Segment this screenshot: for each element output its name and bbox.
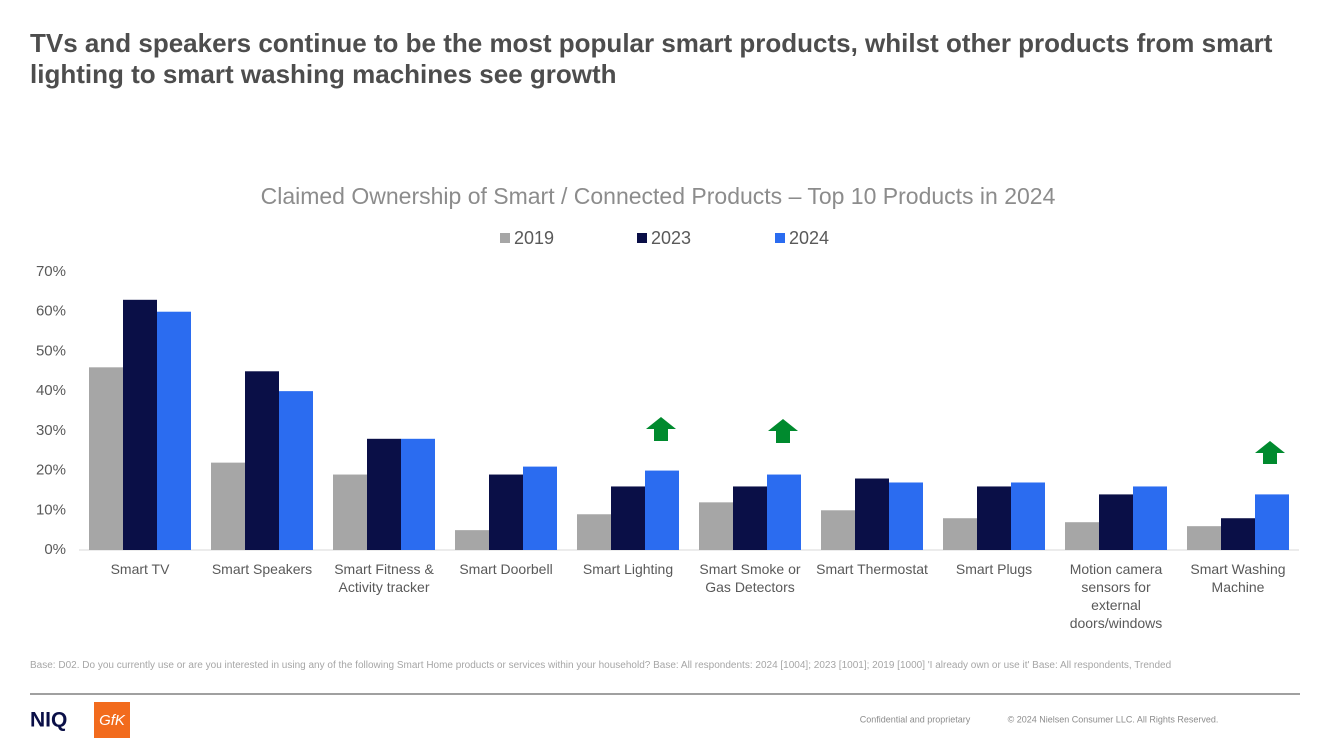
x-tick-label: Smart Thermostat [816,561,928,577]
growth-arrow [768,419,798,443]
x-tick-label: Smart Speakers [211,561,313,577]
y-tick-label: 30% [36,422,66,439]
y-tick-label: 50% [36,342,66,359]
bar [211,462,245,550]
bar [977,486,1011,550]
bar [611,486,645,550]
confidential: Confidential and proprietary [860,714,971,724]
gfk-logo-box [94,702,130,738]
bar [401,438,435,550]
x-tick-label: Smart Lighting [582,561,674,577]
bar [645,470,679,550]
bar [1011,482,1045,550]
bar [89,367,123,550]
y-tick-label: 60% [36,303,66,320]
bar [523,466,557,550]
bar [855,478,889,550]
bar [1221,518,1255,550]
bar [889,482,923,550]
x-tick-label: Smart Plugs [955,561,1033,577]
bar [333,474,367,550]
legend-swatch [775,233,785,243]
bar [123,299,157,550]
legend-label: 2024 [789,228,829,248]
growth-arrow [1255,441,1285,464]
x-tick-label: Motion camera sensors for external doors… [1069,561,1163,631]
y-tick-label: 70% [36,263,66,280]
legend-label: 2023 [651,228,691,248]
y-tick-label: 0% [44,541,66,558]
slide-title: TVs and speakers continue to be the most… [30,28,1273,89]
x-tick-label: Smart Washing Machine [1190,561,1286,595]
bar [157,311,191,550]
bar [245,371,279,550]
y-tick-label: 10% [36,501,66,518]
bar [1065,522,1099,550]
bar [279,391,313,550]
y-tick-label: 40% [36,382,66,399]
bar [577,514,611,550]
x-tick-label: Smart TV [110,561,170,577]
x-tick-label: Smart Doorbell [459,561,553,577]
bar [767,474,801,550]
bar [733,486,767,550]
bar [1133,486,1167,550]
bar [367,438,401,550]
bar [1187,526,1221,550]
bar [1255,494,1289,550]
legend-label: 2019 [514,228,554,248]
bar [455,530,489,550]
y-tick-label: 20% [36,462,66,479]
bar [821,510,855,550]
x-tick-label: Smart Fitness & Activity tracker [334,561,434,595]
x-tick-label: Smart Smoke or Gas Detectors [699,561,801,595]
gfk-logo: GfK [99,712,126,729]
bar [699,502,733,550]
base-note: Base: D02. Do you currently use or are y… [30,660,1172,671]
bar [1099,494,1133,550]
copyright: © 2024 Nielsen Consumer LLC. All Rights … [1008,714,1219,724]
legend-swatch [637,233,647,243]
niq-logo: NIQ [30,709,67,732]
growth-arrow [646,417,676,441]
bar [943,518,977,550]
legend-swatch [500,233,510,243]
growth-arrows [646,417,1285,464]
bar [489,474,523,550]
chart-title: Claimed Ownership of Smart / Connected P… [261,183,1056,209]
